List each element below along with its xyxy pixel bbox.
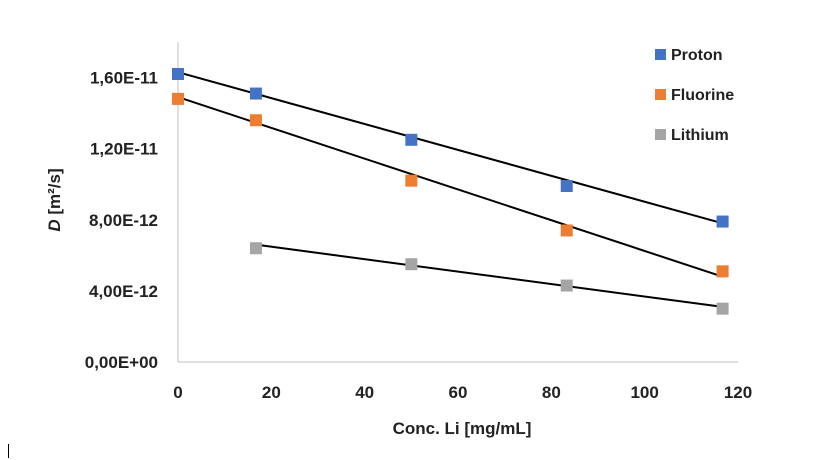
y-tick-label: 1,60E-11 <box>90 69 158 88</box>
y-axis-title: D [m²/s] <box>45 168 64 231</box>
x-tick-label: 120 <box>724 383 752 402</box>
legend-marker-fluorine <box>655 89 666 100</box>
x-tick-label: 20 <box>262 383 281 402</box>
y-tick-labels: 0,00E+00 4,00E-12 8,00E-12 1,20E-11 1,60E-11 <box>85 69 158 372</box>
text-cursor <box>8 444 9 458</box>
legend-label-proton: Proton <box>671 47 723 64</box>
legend-marker-lithium <box>655 129 666 140</box>
y-tick-label: 4,00E-12 <box>89 282 158 301</box>
trendline-proton <box>177 71 723 225</box>
point-lithium <box>560 279 573 292</box>
data-points <box>172 68 729 315</box>
point-proton <box>249 87 262 100</box>
legend-marker-proton <box>655 49 666 60</box>
legend-label-fluorine: Fluorine <box>671 87 734 104</box>
point-lithium <box>405 258 418 271</box>
point-fluorine <box>560 224 573 237</box>
x-axis-title: Conc. Li [mg/mL] <box>393 419 532 438</box>
point-fluorine <box>405 174 418 187</box>
point-fluorine <box>249 114 262 127</box>
point-lithium <box>716 302 729 315</box>
x-tick-label: 80 <box>542 383 561 402</box>
trendline-lithium <box>255 243 723 308</box>
point-proton <box>172 68 184 80</box>
point-proton <box>560 180 573 192</box>
y-tick-label: 8,00E-12 <box>89 211 158 230</box>
x-tick-label: 40 <box>355 383 374 402</box>
point-fluorine <box>172 92 184 105</box>
x-tick-labels: 0 20 40 60 80 100 120 <box>173 383 752 402</box>
point-lithium <box>249 242 262 255</box>
y-axis-symbol: D <box>45 219 64 231</box>
x-tick-label: 0 <box>173 383 182 402</box>
point-proton <box>405 133 418 146</box>
x-tick-label: 60 <box>449 383 468 402</box>
legend: Proton Fluorine Lithium <box>655 47 734 144</box>
legend-label-lithium: Lithium <box>671 127 729 144</box>
y-tick-label: 0,00E+00 <box>85 353 158 372</box>
y-tick-label: 1,20E-11 <box>90 140 158 159</box>
x-tick-label: 100 <box>630 383 658 402</box>
trendline-fluorine <box>177 96 723 278</box>
trendlines <box>177 71 723 308</box>
y-axis-unit: [m²/s] <box>45 168 64 219</box>
point-fluorine <box>716 265 729 278</box>
point-proton <box>716 215 729 228</box>
